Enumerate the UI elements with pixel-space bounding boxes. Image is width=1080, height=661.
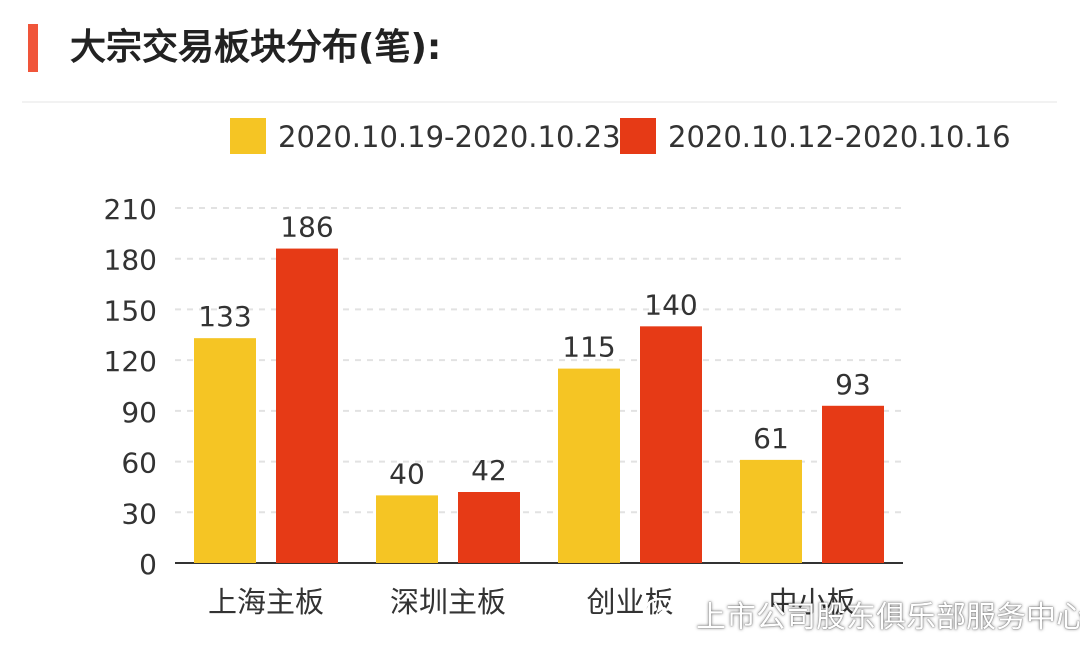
bar bbox=[640, 326, 702, 563]
x-tick-label: 上海主板 bbox=[208, 585, 324, 619]
watermark-text: 上市公司股东俱乐部服务中心 bbox=[696, 600, 1080, 635]
legend-swatch bbox=[620, 118, 656, 154]
legend-label: 2020.10.12-2020.10.16 bbox=[668, 120, 1011, 154]
data-label: 61 bbox=[753, 422, 789, 455]
bar bbox=[276, 248, 338, 564]
data-label: 133 bbox=[198, 300, 251, 333]
x-tick-label: 深圳主板 bbox=[390, 585, 506, 619]
y-tick-label: 60 bbox=[121, 447, 157, 480]
legend-swatch bbox=[230, 118, 266, 154]
bar bbox=[740, 459, 802, 563]
data-label: 186 bbox=[280, 211, 333, 244]
bar bbox=[822, 405, 884, 563]
watermark: 上市公司股东俱乐部服务中心 bbox=[642, 592, 1080, 636]
wechat-icon bbox=[643, 597, 686, 631]
data-label: 93 bbox=[835, 368, 871, 401]
bar bbox=[458, 492, 520, 563]
y-tick-label: 90 bbox=[121, 396, 157, 429]
title-accent-bar bbox=[28, 24, 38, 72]
title-divider bbox=[22, 101, 1057, 103]
data-label: 140 bbox=[644, 288, 697, 321]
y-tick-label: 120 bbox=[104, 345, 157, 378]
legend-label: 2020.10.19-2020.10.23 bbox=[278, 120, 621, 154]
y-tick-label: 210 bbox=[104, 193, 157, 226]
data-label: 42 bbox=[471, 454, 507, 487]
page-title: 大宗交易板块分布(笔): bbox=[70, 27, 442, 68]
bar bbox=[194, 338, 256, 563]
y-tick-label: 150 bbox=[104, 294, 157, 327]
bar bbox=[376, 495, 438, 563]
y-tick-label: 30 bbox=[121, 497, 157, 530]
x-tick-label: 中小板 bbox=[768, 585, 855, 619]
data-label: 115 bbox=[562, 331, 615, 364]
bar bbox=[558, 368, 620, 563]
data-label: 40 bbox=[389, 457, 425, 490]
y-tick-label: 180 bbox=[104, 244, 157, 277]
y-tick-label: 0 bbox=[139, 548, 157, 581]
